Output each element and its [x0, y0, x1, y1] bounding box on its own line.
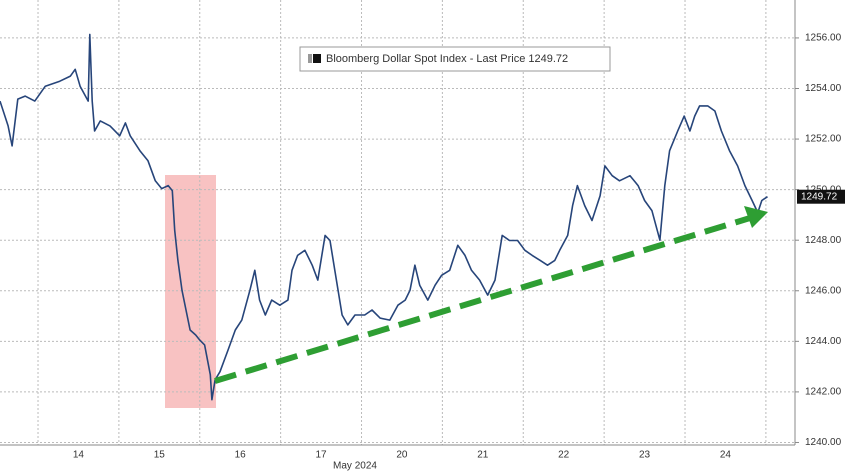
- x-tick-label: 15: [154, 450, 166, 461]
- x-tick-label: 22: [558, 450, 570, 461]
- y-tick-label: 1256.00: [805, 33, 842, 44]
- marks: [0, 33, 768, 401]
- trend-arrow-head: [744, 206, 768, 228]
- last-value-tag: [797, 189, 845, 204]
- legend-box: [299, 46, 611, 72]
- x-tick-label: 21: [477, 450, 489, 461]
- x-tick-label: 24: [720, 450, 732, 461]
- highlight-region: [165, 175, 216, 408]
- legend-label: Bloomberg Dollar Spot Index - Last Price…: [326, 53, 568, 65]
- x-tick-label: 16: [235, 450, 247, 461]
- trend-arrow: [214, 215, 751, 384]
- x-axis-label: May 2024: [333, 461, 377, 472]
- x-tick-label: 14: [73, 450, 85, 461]
- y-tick-label: 1254.00: [805, 83, 842, 94]
- x-tick-label: 20: [396, 450, 408, 461]
- last-value-label: 1249.72: [801, 191, 838, 202]
- x-tick-label: 23: [639, 450, 651, 461]
- y-tick-label: 1240.00: [805, 437, 842, 448]
- price-line: [0, 33, 768, 401]
- y-tick-label: 1242.00: [805, 387, 842, 398]
- y-tick-label: 1248.00: [805, 235, 842, 246]
- legend-icon: [308, 54, 312, 63]
- y-tick-label: 1252.00: [805, 134, 842, 145]
- x-tick-label: 17: [316, 450, 328, 461]
- legend-icon: [313, 54, 321, 63]
- y-tick-label: 1244.00: [805, 336, 842, 347]
- y-tick-label: 1246.00: [805, 285, 842, 296]
